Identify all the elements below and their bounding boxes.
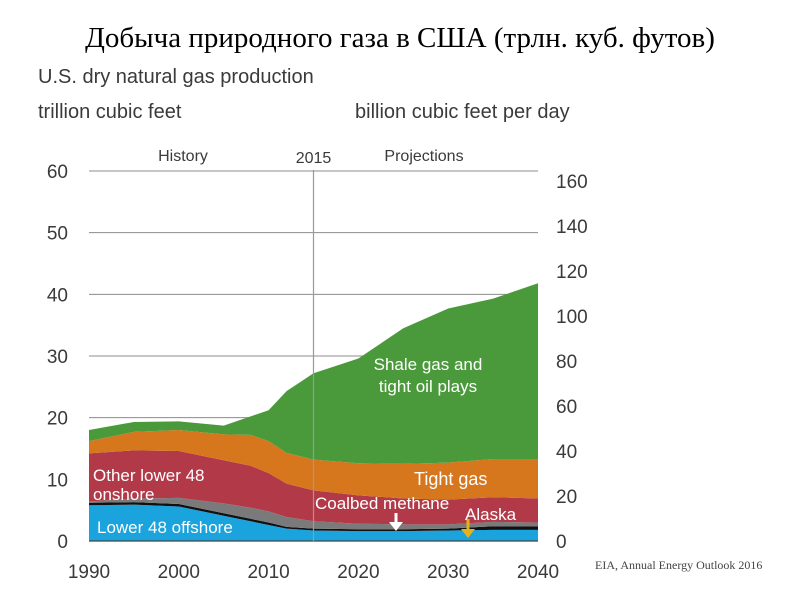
series-label-shale-gas-and-tight-oil-plays: Shale gas and tight oil plays [374, 355, 483, 396]
y-tick-label: 60 [47, 162, 68, 183]
left-axis-unit: trillion cubic feet [38, 101, 182, 123]
right-y-tick-label: 140 [556, 217, 588, 238]
right-y-tick-label: 100 [556, 307, 588, 328]
y-tick-label: 0 [57, 532, 68, 553]
right-y-tick-label: 0 [556, 532, 567, 553]
y-tick-label: 40 [47, 285, 68, 306]
divider-year-label: 2015 [296, 150, 332, 167]
coalbed-methane-arrow-head [389, 522, 403, 531]
y-tick-label: 20 [47, 409, 68, 430]
chart-title: U.S. dry natural gas production [38, 66, 314, 88]
area-coalbed-methane [89, 497, 538, 530]
series-label-lower-48-offshore: Lower 48 offshore [97, 518, 233, 537]
y-tick-label: 10 [47, 470, 68, 491]
x-tick-label: 2010 [247, 562, 289, 583]
source-note: EIA, Annual Energy Outlook 2016 [595, 558, 763, 572]
area-alaska [89, 502, 538, 532]
area-other-lower-48-onshore [89, 450, 538, 525]
right-y-tick-label: 120 [556, 262, 588, 283]
x-tick-label: 2000 [158, 562, 200, 583]
right-axis-unit: billion cubic feet per day [355, 101, 570, 123]
series-label-tight-gas: Tight gas [414, 469, 487, 489]
series-label-other-lower-48-onshore: Other lower 48 onshore [93, 466, 205, 504]
x-tick-label: 2020 [337, 562, 379, 583]
right-y-tick-label: 160 [556, 172, 588, 193]
area-lower-48-offshore [89, 504, 538, 541]
y-tick-label: 30 [47, 347, 68, 368]
alaska-arrow-head [461, 529, 475, 538]
right-y-tick-label: 80 [556, 352, 577, 373]
x-tick-label: 2030 [427, 562, 469, 583]
right-y-tick-label: 20 [556, 487, 577, 508]
right-y-tick-label: 40 [556, 442, 577, 463]
slide-title: Добыча природного газа в США (трлн. куб.… [85, 22, 715, 54]
history-label: History [158, 148, 208, 165]
projections-label: Projections [384, 148, 463, 165]
right-y-tick-label: 60 [556, 397, 577, 418]
x-tick-label: 1990 [68, 562, 110, 583]
series-label-coalbed-methane: Coalbed methane [315, 494, 449, 513]
series-label-alaska: Alaska [465, 505, 517, 524]
x-tick-label: 2040 [517, 562, 559, 583]
y-tick-label: 50 [47, 224, 68, 245]
